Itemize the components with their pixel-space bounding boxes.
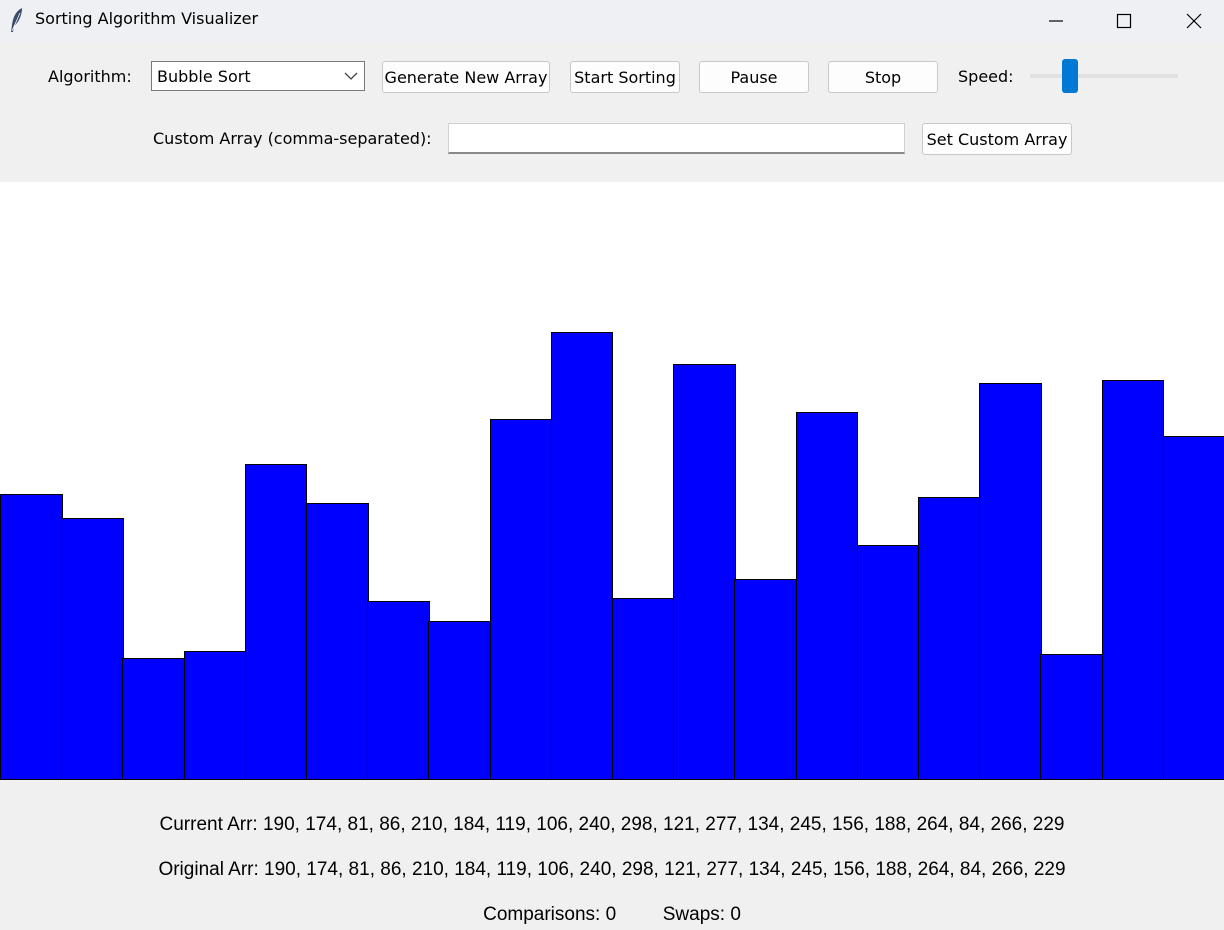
current-array-text: Current Arr: 190, 174, 81, 86, 210, 184,… xyxy=(159,814,1065,835)
bar-canvas xyxy=(0,182,1224,780)
array-bar xyxy=(673,363,736,780)
stop-button[interactable]: Stop xyxy=(828,61,938,93)
minimize-button[interactable] xyxy=(1022,0,1090,42)
array-bar xyxy=(918,497,981,780)
array-bar xyxy=(550,332,614,780)
array-bar xyxy=(61,518,124,780)
start-sorting-button[interactable]: Start Sorting xyxy=(570,61,680,93)
pause-button[interactable]: Pause xyxy=(699,61,809,93)
algorithm-label: Algorithm: xyxy=(48,67,132,86)
array-bar xyxy=(183,650,247,780)
maximize-button[interactable] xyxy=(1090,0,1158,42)
array-bar xyxy=(244,464,308,780)
speed-label: Speed: xyxy=(958,67,1014,86)
window-title: Sorting Algorithm Visualizer xyxy=(35,9,259,28)
array-bar xyxy=(306,503,369,780)
array-bar xyxy=(0,494,63,780)
custom-array-input[interactable] xyxy=(448,123,905,154)
array-bar xyxy=(489,419,553,780)
set-custom-array-button[interactable]: Set Custom Array xyxy=(922,123,1072,155)
algorithm-select-value: Bubble Sort xyxy=(157,67,251,86)
array-bar xyxy=(428,620,492,780)
generate-array-button[interactable]: Generate New Array xyxy=(382,61,550,93)
chevron-down-icon xyxy=(344,72,358,80)
speed-slider-track[interactable] xyxy=(1030,74,1178,78)
swaps-text: Swaps: 0 xyxy=(662,904,741,925)
speed-slider-thumb[interactable] xyxy=(1061,59,1078,93)
array-bar xyxy=(122,658,186,780)
minimize-icon xyxy=(1049,20,1063,22)
algorithm-select[interactable]: Bubble Sort xyxy=(151,61,365,91)
custom-array-label: Custom Array (comma-separated): xyxy=(153,129,432,148)
array-bar xyxy=(1101,380,1165,780)
comparisons-text: Comparisons: 0 xyxy=(483,904,617,925)
close-button[interactable] xyxy=(1160,0,1224,42)
array-bar xyxy=(856,545,920,780)
array-bar xyxy=(1040,653,1104,780)
array-bar xyxy=(1162,435,1224,780)
array-bar xyxy=(612,598,675,780)
array-bar xyxy=(795,411,859,780)
title-bar: Sorting Algorithm Visualizer xyxy=(0,0,1224,42)
counters: Comparisons: 0 Swaps: 0 xyxy=(0,904,1224,926)
array-bar xyxy=(734,578,798,780)
close-icon xyxy=(1186,13,1202,29)
array-bar xyxy=(367,601,430,780)
array-bar xyxy=(979,383,1042,780)
status-panel: Current Arr: 190, 174, 81, 86, 210, 184,… xyxy=(0,780,1224,930)
maximize-icon xyxy=(1116,13,1132,29)
feather-icon xyxy=(11,8,22,32)
original-array-text: Original Arr: 190, 174, 81, 86, 210, 184… xyxy=(158,859,1066,880)
